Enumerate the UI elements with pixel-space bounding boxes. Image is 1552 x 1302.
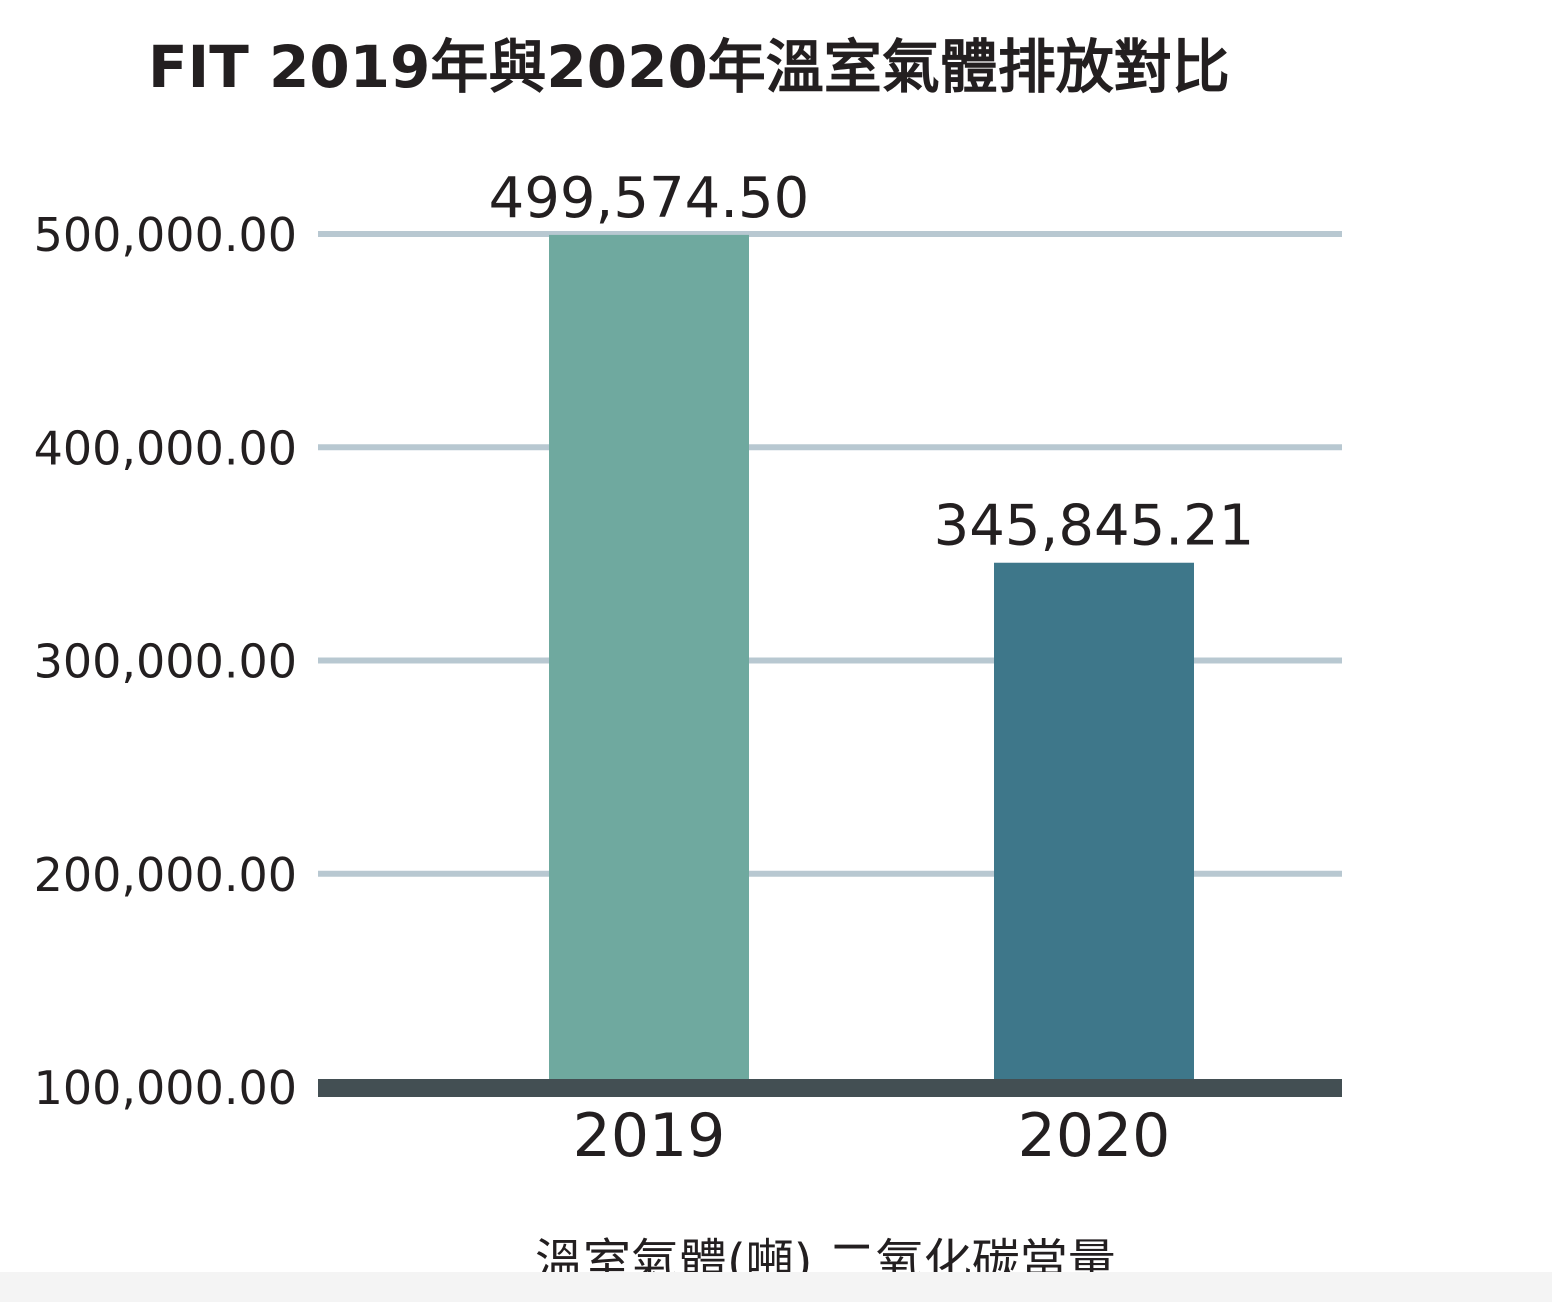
x-tick-label: 2020	[1018, 1101, 1171, 1171]
bar-2020	[994, 562, 1194, 1087]
data-label: 499,574.50	[489, 166, 810, 231]
bar-2019	[549, 234, 749, 1088]
bottom-strip	[0, 1272, 1552, 1302]
x-axis-baseline	[318, 1079, 1342, 1097]
bars	[549, 234, 1194, 1088]
y-tick-label: 400,000.00	[34, 421, 297, 475]
axes	[318, 1079, 1342, 1097]
chart-title: FIT 2019年與2020年溫室氣體排放對比	[148, 33, 1230, 101]
labels: 100,000.00 200,000.00 300,000.00 400,000.00…	[34, 166, 1255, 1171]
x-tick-label: 2019	[573, 1101, 726, 1171]
y-tick-label: 100,000.00	[34, 1061, 297, 1115]
y-tick-label: 300,000.00	[34, 635, 297, 689]
y-tick-label: 500,000.00	[34, 208, 297, 262]
y-tick-label: 200,000.00	[34, 848, 297, 902]
data-label: 345,845.21	[934, 494, 1255, 559]
